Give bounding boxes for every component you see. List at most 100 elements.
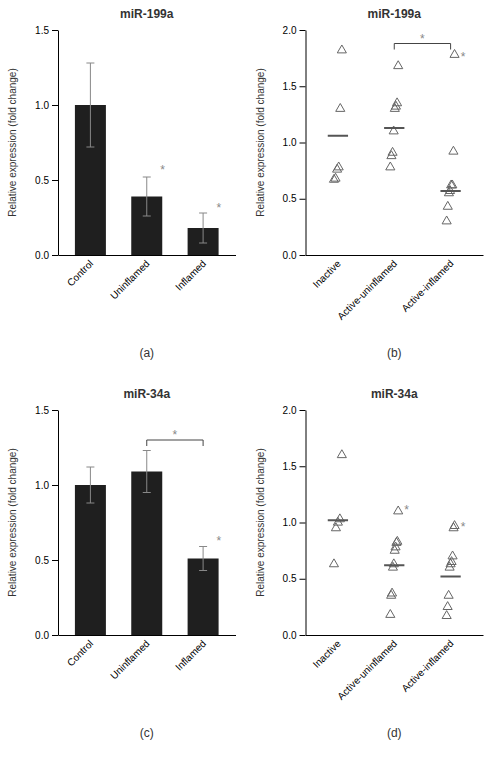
point: [393, 98, 402, 106]
point: [449, 146, 458, 154]
significance-star: *: [404, 503, 409, 517]
y-tick-mark: [52, 30, 58, 31]
panel-title: miR-34a: [371, 387, 418, 401]
y-tick-mark: [300, 635, 306, 636]
significance-star: *: [160, 163, 165, 177]
y-tick: 0.5: [283, 193, 306, 204]
mean-line: [328, 519, 348, 521]
point: [386, 162, 395, 170]
y-tick-label: 0.5: [35, 555, 49, 566]
x-axis: InactiveActive-uninflamedActive-inflamed: [306, 636, 484, 702]
point: [329, 559, 338, 567]
y-tick-label: 0.0: [35, 250, 49, 261]
y-tick: 0.5: [35, 175, 58, 186]
y-tick-mark: [300, 255, 306, 256]
y-tick-mark: [300, 86, 306, 87]
x-tick-label: Uninflamed: [108, 638, 152, 682]
x-tick-label: Control: [65, 258, 96, 289]
significance-star: *: [217, 534, 222, 548]
x-tick-label: Inflamed: [173, 258, 208, 293]
point: [443, 201, 452, 209]
x-tick: Inflamed: [173, 638, 208, 673]
y-tick: 0.0: [35, 250, 58, 261]
y-axis: 0.0 0.5 1.0 1.5: [35, 405, 58, 641]
y-tick-label: 0.0: [283, 630, 297, 641]
x-tick: Active-uninflamed: [335, 258, 399, 322]
x-axis: Control Uninflamed Inflamed: [59, 256, 237, 302]
y-tick-label: 1.5: [283, 81, 297, 92]
annotations: **: [394, 32, 465, 65]
panel: 0.0 0.5 1.0 1.5 2.0 InactiveActive-uninflamed…: [255, 387, 484, 740]
x-axis-line: [59, 255, 237, 256]
x-tick-label: Inactive: [311, 638, 343, 670]
y-tick-mark: [52, 180, 58, 181]
point: [448, 180, 457, 188]
y-tick: 1.0: [283, 517, 306, 528]
x-tick: Inflamed: [173, 258, 208, 293]
point: [388, 147, 397, 155]
significance-star: *: [461, 520, 466, 534]
point: [442, 216, 451, 224]
y-tick-mark: [300, 410, 306, 411]
y-axis-title: Relative expression (fold change): [7, 448, 18, 596]
significance-star: *: [461, 50, 466, 64]
y-tick: 1.5: [283, 81, 306, 92]
x-axis-line: [306, 255, 484, 256]
y-tick-label: 0.5: [283, 573, 297, 584]
x-tick: Inactive: [311, 638, 343, 670]
y-tick-label: 0.0: [35, 630, 49, 641]
y-axis-line: [58, 31, 59, 256]
x-tick-label: Uninflamed: [108, 258, 152, 302]
x-tick: Uninflamed: [108, 258, 152, 302]
y-tick: 1.5: [35, 405, 58, 416]
mean-line: [440, 190, 460, 192]
y-tick-label: 1.0: [35, 100, 49, 111]
x-axis: ControlUninflamedInflamed: [59, 636, 237, 682]
y-tick-mark: [300, 199, 306, 200]
x-tick-label: Active-inflamed: [399, 638, 455, 694]
x-tick-label: Inactive: [311, 258, 343, 290]
y-tick-mark: [52, 255, 58, 256]
plot-marks: [75, 63, 219, 255]
mean-line: [384, 127, 404, 129]
x-axis-line: [306, 635, 484, 636]
error-bar: [199, 213, 207, 243]
y-tick-mark: [52, 410, 58, 411]
plot-marks: [75, 451, 219, 636]
panel-label: (a): [139, 346, 154, 360]
point: [444, 590, 453, 598]
point: [331, 173, 340, 181]
panel-title: miR-199a: [368, 7, 422, 21]
y-tick-label: 0.5: [35, 175, 49, 186]
y-tick-mark: [52, 485, 58, 486]
y-tick: 2.0: [283, 25, 306, 36]
y-axis: 0.0 0.5 1.0 1.5 2.0: [283, 405, 306, 641]
y-tick: 2.0: [283, 405, 306, 416]
point: [393, 536, 402, 544]
point: [337, 45, 346, 53]
x-axis: InactiveActive-uninflamedActive-inflamed: [306, 256, 484, 322]
y-tick-label: 2.0: [283, 405, 297, 416]
annotations: **: [160, 163, 221, 215]
x-axis-line: [59, 635, 237, 636]
y-tick-label: 1.0: [283, 137, 297, 148]
panel-label: (b): [387, 346, 402, 360]
y-axis-title: Relative expression (fold change): [7, 68, 18, 216]
panel-title: miR-34a: [123, 387, 170, 401]
point: [394, 61, 403, 69]
y-tick-mark: [52, 560, 58, 561]
y-tick: 1.0: [283, 137, 306, 148]
y-axis-line: [306, 411, 307, 636]
y-tick: 1.0: [35, 100, 58, 111]
y-tick-label: 1.5: [283, 461, 297, 472]
mean-line: [384, 564, 404, 566]
y-tick-mark: [300, 30, 306, 31]
point: [331, 523, 340, 531]
y-tick: 0.0: [283, 250, 306, 261]
panel-label: (d): [387, 726, 402, 740]
y-tick-label: 1.0: [283, 517, 297, 528]
y-tick: 1.5: [35, 25, 58, 36]
y-tick: 1.0: [35, 480, 58, 491]
plot-marks: [328, 45, 461, 224]
error-bar: [86, 63, 94, 147]
